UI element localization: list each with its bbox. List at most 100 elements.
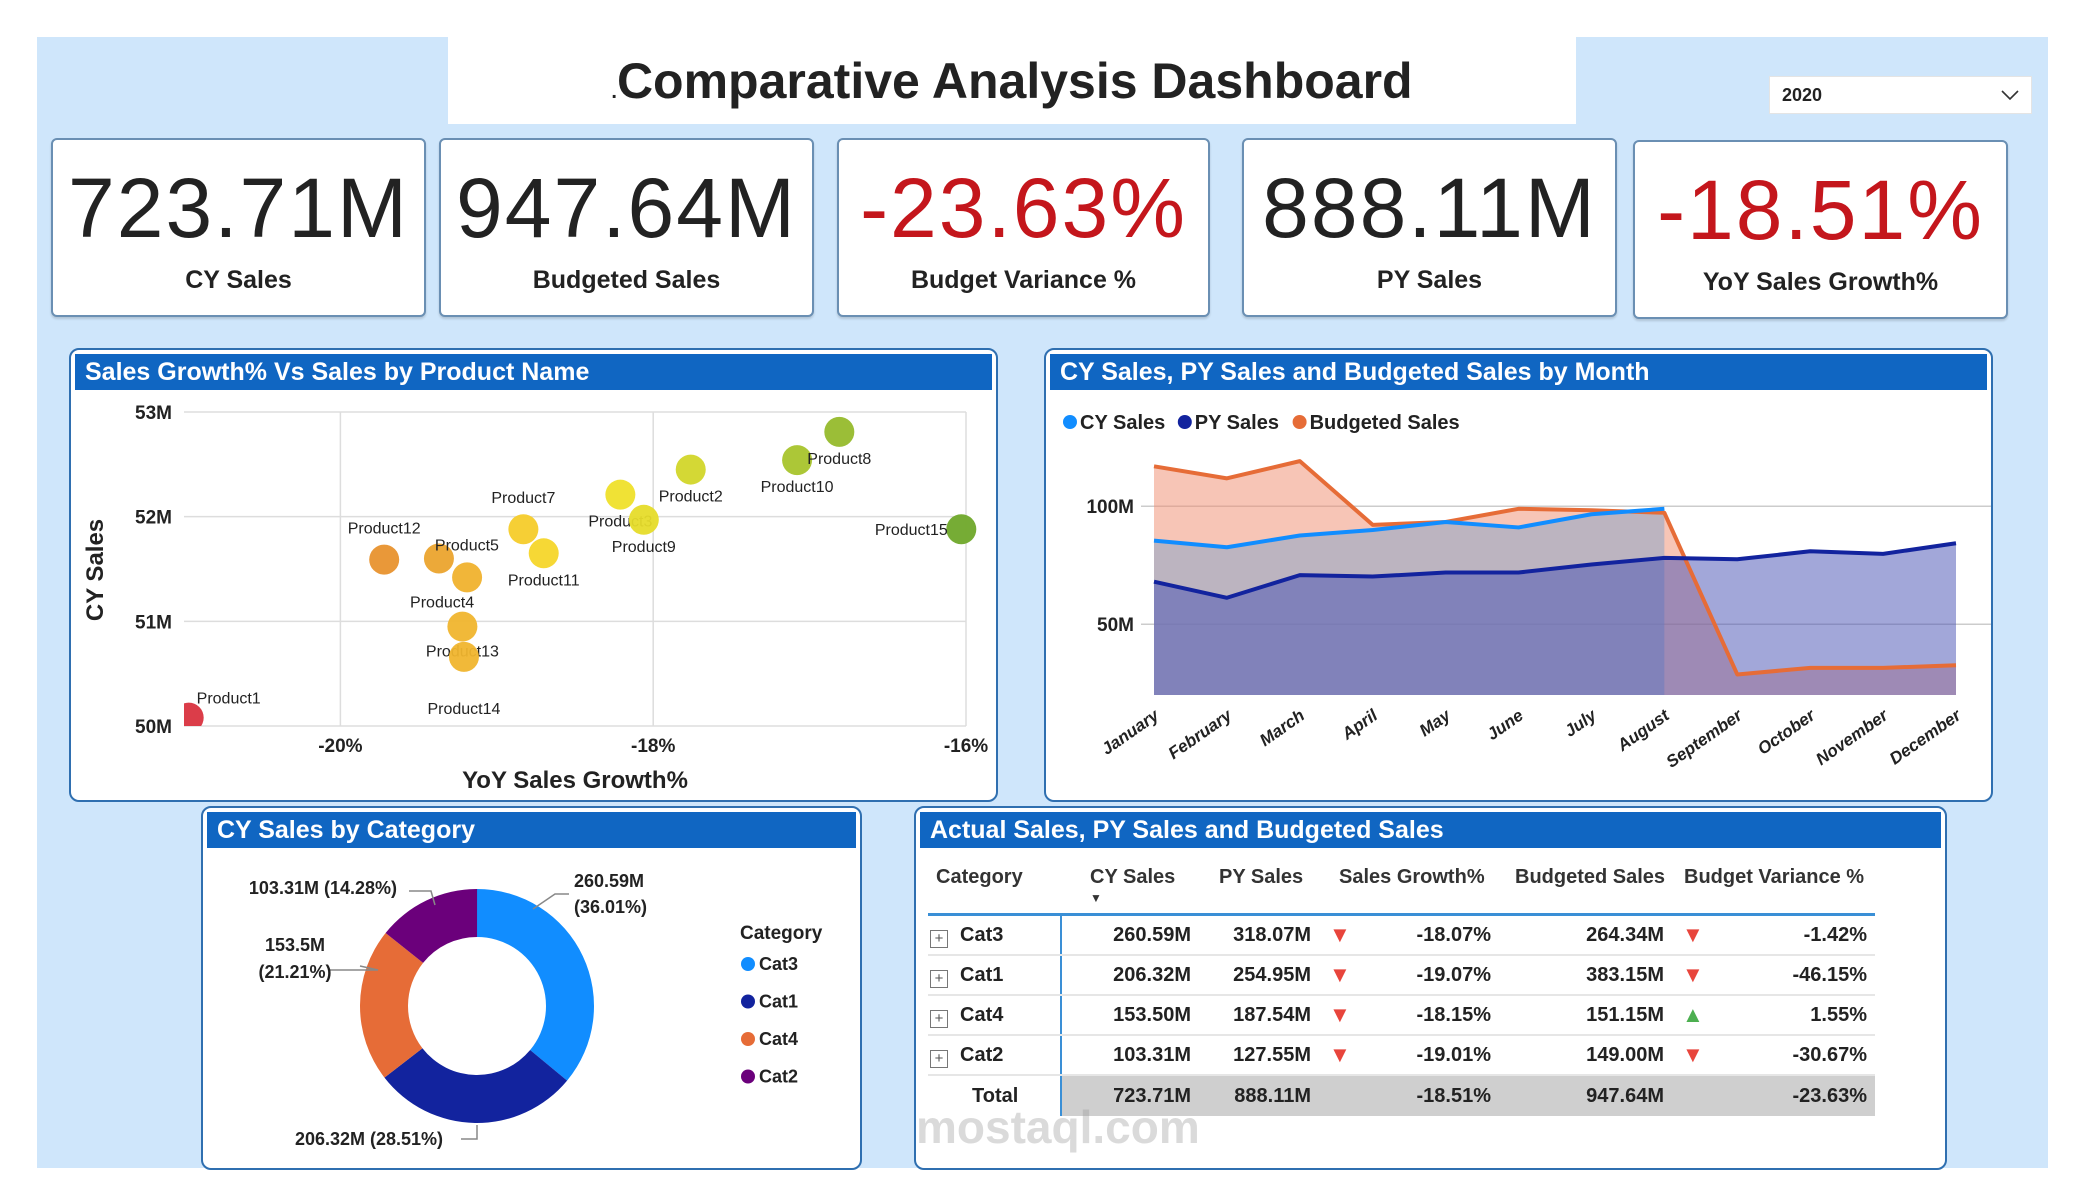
- sales-growth-cell: ▼ -18.07%: [1319, 922, 1499, 948]
- data-label: 103.31M (14.28%): [249, 878, 397, 898]
- column-header-category[interactable]: Category: [936, 866, 1023, 888]
- point-label: Product9: [612, 539, 676, 556]
- point-label: Product14: [427, 701, 500, 718]
- legend-marker: [741, 957, 755, 971]
- kpi-value: 888.11M: [1262, 161, 1597, 255]
- data-label: 206.32M (28.51%): [295, 1129, 443, 1149]
- table-row[interactable]: + Cat4 153.50M 187.54M ▼ -18.15% 151.15M ▲…: [928, 996, 1875, 1036]
- data-label: (36.01%): [574, 897, 647, 917]
- py-sales-cell: 254.95M: [1233, 963, 1311, 986]
- donut-slice: [477, 889, 594, 1081]
- x-tick-label: December: [1886, 705, 1965, 769]
- py-sales-cell: 318.07M: [1233, 923, 1311, 946]
- kpi-card-py-sales: 888.11M PY Sales: [1242, 138, 1617, 317]
- x-tick-label: -16%: [944, 736, 988, 757]
- leader-line: [532, 893, 569, 910]
- legend-label: Cat1: [759, 992, 798, 1012]
- scatter-point: [528, 538, 559, 569]
- column-header-cy-sales[interactable]: CY Sales ▼: [1062, 848, 1199, 905]
- series-line: [1153, 541, 1957, 600]
- expand-icon[interactable]: +: [930, 970, 948, 988]
- y-tick-label: 50M: [135, 717, 172, 738]
- table-title: Actual Sales, PY Sales and Budgeted Sale…: [920, 812, 1941, 848]
- kpi-card-yoy-growth: -18.51% YoY Sales Growth%: [1633, 140, 2008, 319]
- point-label: Product2: [659, 489, 723, 506]
- scatter-point: [824, 416, 855, 447]
- title-box: .Comparative Analysis Dashboard: [448, 37, 1576, 124]
- area-fill: [1154, 543, 1956, 695]
- scatter-point: [782, 445, 813, 476]
- total-cy: 723.71M: [1113, 1084, 1191, 1107]
- scatter-point: [605, 479, 636, 510]
- sales-growth-cell: ▼ -18.15%: [1319, 1002, 1499, 1028]
- kpi-value: 723.71M: [68, 161, 409, 255]
- scatter-point: [675, 454, 706, 485]
- x-tick-label: June: [1483, 706, 1526, 744]
- budgeted-sales-cell: 151.15M: [1586, 1003, 1664, 1026]
- kpi-label: Budget Variance %: [910, 266, 1137, 294]
- column-header-budgeted-sales[interactable]: Budgeted Sales: [1515, 866, 1666, 888]
- x-tick-label: November: [1812, 705, 1892, 769]
- total-budget: 947.64M: [1586, 1084, 1664, 1107]
- point-label: Product1: [197, 691, 261, 708]
- y-axis-title: CY Sales: [82, 519, 109, 621]
- sales-growth-cell: ▼ -19.07%: [1319, 962, 1499, 988]
- cy-sales-cell: 103.31M: [1113, 1043, 1191, 1066]
- donut-chart-panel: CY Sales by Category 260.59M (36.01%) 206.…: [201, 806, 862, 1170]
- donut-slice: [384, 1048, 568, 1123]
- cy-sales-cell: 260.59M: [1113, 923, 1191, 946]
- column-header-sales-growth[interactable]: Sales Growth%: [1339, 866, 1485, 888]
- y-tick-label: 51M: [135, 612, 172, 633]
- total-py: 888.11M: [1234, 1084, 1311, 1107]
- chevron-down-icon: [2001, 90, 2019, 101]
- table-row[interactable]: + Cat3 260.59M 318.07M ▼ -18.07% 264.34M ▼…: [928, 916, 1875, 956]
- scatter-point: [369, 544, 400, 575]
- legend-marker: [741, 1069, 755, 1084]
- point-label: Product15: [875, 522, 948, 539]
- scatter-point: [184, 702, 204, 726]
- data-label: (21.21%): [258, 962, 331, 982]
- x-tick-label: -20%: [318, 736, 362, 757]
- legend-marker: [741, 1032, 755, 1046]
- trend-down-icon: ▼: [1329, 962, 1351, 987]
- chart-title: Sales Growth% Vs Sales by Product Name: [75, 354, 992, 390]
- leader-line: [461, 1125, 478, 1140]
- py-sales-cell: 187.54M: [1233, 1003, 1311, 1026]
- trend-down-icon: ▼: [1682, 962, 1704, 987]
- y-tick-label: 52M: [135, 508, 172, 529]
- point-label: Product12: [348, 521, 421, 538]
- x-tick-label: -18%: [631, 736, 675, 757]
- sales-table-panel: Actual Sales, PY Sales and Budgeted Sale…: [914, 806, 1947, 1170]
- scatter-chart-panel: Sales Growth% Vs Sales by Product Name 5…: [69, 348, 998, 802]
- kpi-value: -18.51%: [1657, 163, 1984, 257]
- legend-label: Cat2: [759, 1067, 798, 1087]
- trend-up-icon: ▲: [1682, 1002, 1704, 1027]
- legend-marker: [1063, 415, 1077, 429]
- donut-chart: 260.59M (36.01%) 206.32M (28.51%) 153.5M (21…: [249, 871, 823, 1149]
- chart-title: CY Sales, PY Sales and Budgeted Sales by…: [1050, 354, 1987, 390]
- budgeted-sales-cell: 264.34M: [1586, 923, 1664, 946]
- y-tick-label: 100M: [1086, 497, 1134, 518]
- year-slicer-dropdown[interactable]: 2020: [1769, 76, 2032, 114]
- expand-icon[interactable]: +: [930, 1010, 948, 1028]
- scatter-point: [448, 641, 479, 672]
- expand-icon[interactable]: +: [930, 1050, 948, 1068]
- scatter-point: [452, 562, 483, 593]
- column-header-py-sales[interactable]: PY Sales: [1219, 866, 1304, 888]
- budget-variance-cell: ▼ -30.67%: [1672, 1042, 1875, 1068]
- table-row[interactable]: + Cat2 103.31M 127.55M ▼ -19.01% 149.00M ▼…: [928, 1036, 1875, 1076]
- total-variance: -23.63%: [1792, 1084, 1868, 1107]
- table-row[interactable]: + Cat1 206.32M 254.95M ▼ -19.07% 383.15M ▼…: [928, 956, 1875, 996]
- category-name: Cat4: [960, 1003, 1004, 1026]
- data-label: 153.5M: [265, 935, 325, 955]
- leader-line: [328, 965, 379, 971]
- sales-table: Category CY Sales ▼ PY Sales Sales Growth…: [928, 848, 1875, 1116]
- scatter-chart: 50M 51M 52M 53M -20% -18% -16% YoY Sales Growth…: [82, 403, 988, 794]
- point-label: Product4: [410, 594, 474, 611]
- point-label: Product8: [807, 451, 871, 468]
- expand-icon[interactable]: +: [930, 930, 948, 948]
- area-chart-panel: CY Sales, PY Sales and Budgeted Sales by…: [1044, 348, 1993, 802]
- trend-down-icon: ▼: [1682, 922, 1704, 947]
- legend-marker: [1177, 415, 1192, 429]
- column-header-budget-variance[interactable]: Budget Variance %: [1684, 866, 1865, 888]
